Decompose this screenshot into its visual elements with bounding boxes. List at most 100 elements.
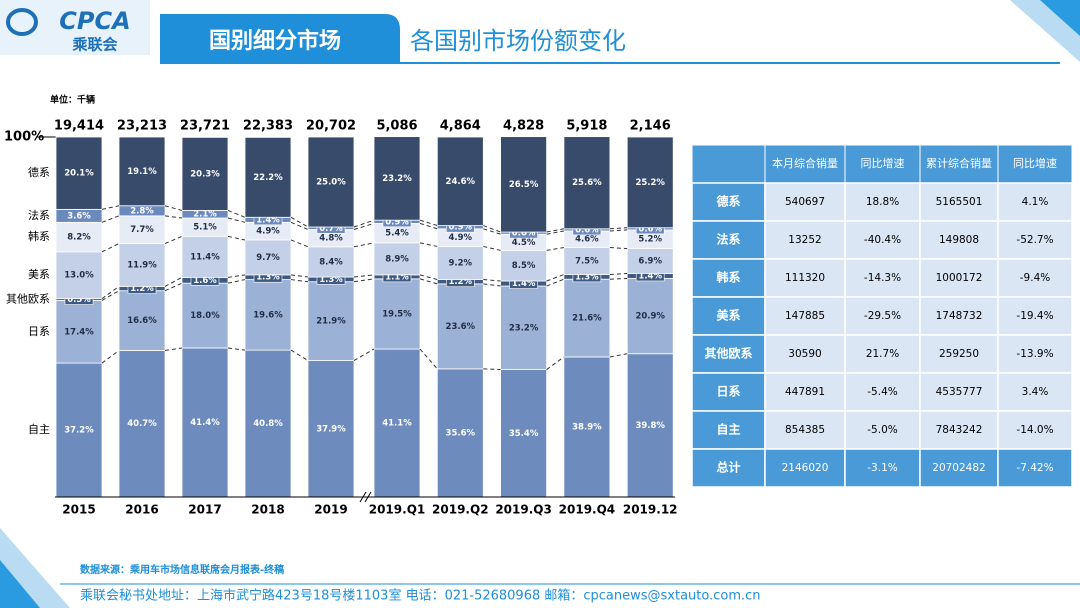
legend-label: 韩系 <box>28 229 50 243</box>
value-label: 8.9% <box>385 254 409 264</box>
connector <box>353 278 375 283</box>
value-label: 0.9% <box>385 217 409 227</box>
table-cell <box>844 410 921 450</box>
value-label: 1.3% <box>575 272 599 282</box>
x-tick-label: 2019.Q3 <box>495 503 552 517</box>
bar-segment <box>55 300 103 364</box>
table-cell <box>919 220 999 260</box>
value-label: 5.1% <box>193 223 217 233</box>
value-label: 4.6% <box>575 235 599 245</box>
x-tick-label: 2016 <box>125 503 158 517</box>
bar-segment <box>500 285 548 370</box>
value-label: 8.5% <box>512 261 536 271</box>
value-label: 38.9% <box>572 422 602 432</box>
connector <box>353 219 375 228</box>
connector <box>227 217 246 223</box>
legend-label: 美系 <box>28 268 50 281</box>
connector <box>419 274 438 281</box>
table-cell <box>844 220 921 260</box>
x-tick-label: 2019.Q4 <box>559 503 616 517</box>
connector <box>353 222 375 230</box>
cell-text: 4.1% <box>1022 196 1049 208</box>
header-text: 同比增速 <box>1013 156 1057 170</box>
cell-text: -40.4% <box>864 234 901 246</box>
table-cell <box>691 258 766 298</box>
value-label: 35.4% <box>509 429 539 439</box>
connector <box>164 282 183 292</box>
bar-segment <box>181 136 229 211</box>
value-label: 1.4% <box>512 279 536 289</box>
table-cell <box>919 334 999 374</box>
value-label: 1.1% <box>385 272 409 282</box>
value-label: 2.1% <box>193 210 217 220</box>
chart: 100% 37.2% 自主 17.4% 日系 0.5% 其他欧系 13.0% 美系 8.2% 韩系 3… <box>4 119 678 517</box>
value-label: 1.2% <box>130 284 154 294</box>
cell-text: 18.8% <box>866 196 899 208</box>
total-label: 4,864 <box>440 119 481 134</box>
bar-segment <box>436 136 484 226</box>
cell-text: -5.4% <box>867 386 897 398</box>
connector <box>483 279 501 282</box>
bar-segment <box>307 246 355 278</box>
y-tick-label: 100% <box>4 130 44 145</box>
total-label: 23,213 <box>117 119 167 134</box>
connector <box>546 356 565 370</box>
cell-text: 自主 <box>716 422 740 437</box>
bar-segment <box>500 136 548 233</box>
value-label: 25.0% <box>316 178 346 188</box>
table-cell <box>997 182 1073 222</box>
cell-text: 20702482 <box>932 462 985 474</box>
bar-segment <box>55 251 103 300</box>
header-cell <box>844 144 921 184</box>
legend-label: 法系 <box>28 208 50 222</box>
total-label: 2,146 <box>630 119 671 134</box>
connector <box>483 225 501 233</box>
connector <box>290 349 309 361</box>
value-label: 3.6% <box>67 211 91 221</box>
bar-segment <box>373 136 421 221</box>
bar-segment <box>181 282 229 349</box>
connector <box>353 348 375 361</box>
cell-text: 美系 <box>716 308 740 323</box>
cell-text: 5165501 <box>936 196 983 208</box>
cell-text: 法系 <box>716 232 740 247</box>
bar-segment <box>373 242 421 276</box>
value-label: 1.2% <box>449 277 473 287</box>
value-label: 0.9% <box>449 223 473 233</box>
header-text: 同比增速 <box>861 156 905 170</box>
corner-decoration <box>1040 0 1080 36</box>
table-cell <box>997 372 1073 412</box>
bar-segment <box>118 350 166 498</box>
value-label: 23.2% <box>382 174 412 184</box>
table-cell <box>844 258 921 298</box>
cell-text: -14.3% <box>864 272 901 284</box>
value-label: 41.1% <box>382 419 412 429</box>
value-label: 5.4% <box>385 229 409 239</box>
total-label: 4,828 <box>503 119 544 134</box>
connector <box>101 243 120 253</box>
axis-break <box>364 491 372 503</box>
bar-segment <box>373 278 421 350</box>
connector <box>419 278 438 285</box>
table-cell <box>764 372 846 412</box>
cell-text: 111320 <box>785 272 825 284</box>
bar-segment <box>626 353 674 498</box>
connector <box>290 216 309 228</box>
bar-segment <box>244 279 292 351</box>
value-label: 20.1% <box>64 169 94 179</box>
value-label: 16.6% <box>127 316 157 326</box>
connector <box>353 242 375 248</box>
value-label: 2.8% <box>130 206 154 216</box>
value-label: 41.4% <box>190 418 220 428</box>
connector <box>164 276 183 287</box>
connector <box>101 215 120 223</box>
value-label: 7.5% <box>575 257 599 267</box>
connector <box>290 279 309 283</box>
value-label: 0.5% <box>67 295 91 305</box>
value-label: 11.4% <box>190 252 220 262</box>
value-label: 23.6% <box>446 322 476 332</box>
value-label: 4.9% <box>449 233 473 243</box>
connector <box>483 368 501 371</box>
connector <box>546 278 565 287</box>
